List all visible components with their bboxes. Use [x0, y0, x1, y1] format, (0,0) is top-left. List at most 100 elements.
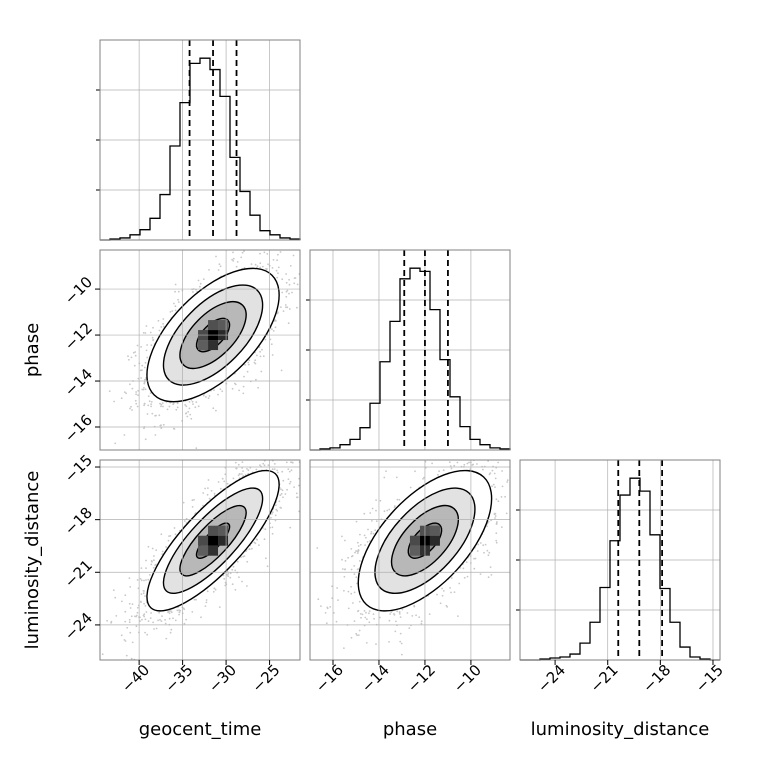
scatter-point — [131, 603, 134, 605]
scatter-point — [355, 632, 358, 635]
scatter-point — [136, 405, 139, 408]
scatter-point — [128, 621, 131, 624]
scatter-point — [123, 639, 126, 641]
scatter-point — [276, 259, 278, 262]
scatter-point — [257, 386, 259, 389]
scatter-point — [246, 370, 249, 373]
scatter-point — [106, 455, 108, 457]
scatter-point — [286, 289, 289, 292]
scatter-point — [292, 254, 295, 257]
scatter-point — [130, 657, 133, 660]
scatter-point — [262, 462, 265, 465]
scatter-point — [129, 607, 132, 609]
scatter-point — [477, 543, 480, 546]
scatter-point — [151, 560, 153, 563]
scatter-point — [164, 622, 167, 625]
scatter-point — [161, 550, 164, 553]
scatter-point — [288, 292, 290, 295]
scatter-point — [218, 263, 221, 266]
scatter-point — [259, 252, 261, 255]
scatter-point — [207, 487, 209, 489]
scatter-point — [277, 471, 279, 474]
scatter-point — [288, 470, 291, 473]
scatter-point — [238, 472, 241, 475]
histogram-luminosity_distance — [520, 477, 720, 661]
scatter-point — [261, 348, 263, 351]
scatter-point — [279, 251, 282, 253]
scatter-point — [139, 620, 141, 622]
scatter-point — [149, 392, 152, 395]
scatter-point — [399, 616, 402, 618]
scatter-point — [144, 332, 147, 334]
scatter-point — [144, 595, 146, 597]
contour — [162, 284, 264, 386]
scatter-point — [272, 429, 274, 431]
scatter-point — [139, 369, 142, 372]
scatter-point — [241, 580, 243, 583]
scatter-point — [140, 601, 142, 603]
scatter-point — [260, 370, 263, 373]
scatter-point — [125, 654, 128, 657]
scatter-point — [273, 468, 276, 470]
scatter-point — [231, 568, 234, 571]
scatter-point — [487, 576, 490, 579]
scatter-point — [137, 394, 140, 397]
scatter-point — [135, 402, 138, 405]
scatter-point — [191, 506, 194, 508]
scatter-point — [191, 499, 194, 502]
scatter-point — [137, 389, 140, 392]
scatter-point — [130, 405, 132, 408]
scatter-point — [428, 613, 431, 615]
scatter-point — [282, 310, 285, 312]
scatter-point — [320, 441, 322, 443]
scatter-point — [293, 486, 295, 488]
scatter-point — [150, 403, 153, 405]
scatter-point — [120, 634, 123, 637]
scatter-point — [237, 463, 240, 466]
scatter-point — [295, 492, 298, 495]
scatter-point — [177, 290, 180, 293]
scatter-point — [232, 260, 235, 262]
histogram-phase — [310, 267, 511, 451]
scatter-point — [182, 501, 185, 504]
scatter-point — [144, 605, 147, 607]
scatter-point — [174, 309, 177, 312]
scatter-point — [127, 355, 129, 358]
scatter-point — [175, 408, 178, 411]
scatter-point — [286, 488, 288, 491]
density-core-cell — [208, 320, 219, 331]
scatter-point — [144, 631, 147, 634]
scatter-point — [194, 406, 197, 409]
scatter-point — [248, 244, 250, 246]
scatter-point — [145, 325, 148, 327]
scatter-point — [276, 469, 279, 472]
scatter-point — [202, 504, 204, 507]
scatter-point — [490, 574, 493, 576]
scatter-point — [248, 548, 251, 551]
scatter-point — [219, 265, 222, 268]
scatter-point — [274, 514, 277, 517]
scatter-point — [171, 310, 174, 312]
panel-frame — [309, 249, 511, 451]
scatter-point — [193, 598, 196, 601]
scatter-point — [277, 272, 279, 275]
scatter-point — [375, 509, 377, 512]
scatter-point — [238, 576, 240, 579]
scatter-point — [174, 305, 177, 308]
scatter-point — [450, 591, 452, 594]
scatter-point — [146, 344, 149, 346]
scatter-point — [185, 517, 188, 520]
scatter-point — [358, 629, 361, 632]
scatter-point — [313, 447, 315, 449]
scatter-point — [167, 539, 170, 542]
scatter-point — [277, 266, 280, 269]
panel-frame — [99, 459, 301, 661]
scatter-point — [132, 351, 135, 354]
scatter-point — [343, 647, 345, 649]
scatter-point — [254, 359, 257, 362]
scatter-point — [260, 247, 262, 249]
scatter-point — [129, 407, 131, 410]
scatter-point — [242, 470, 244, 472]
scatter-point — [462, 456, 464, 458]
